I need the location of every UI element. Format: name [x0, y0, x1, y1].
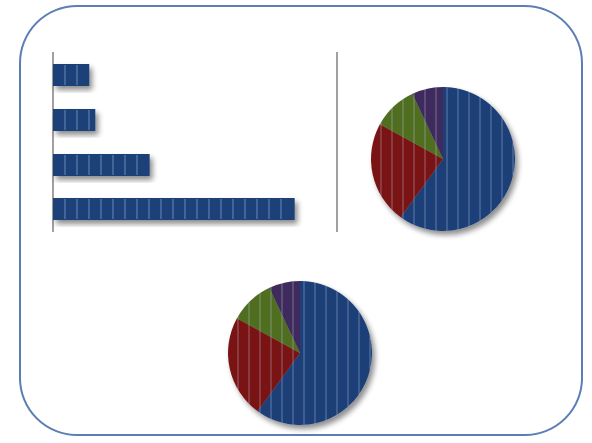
pie-bottom-slice-4: [269, 281, 300, 353]
bar-1: [53, 64, 90, 86]
pie-bottom-slice-2: [228, 318, 300, 412]
bar-chart: [52, 52, 295, 232]
pie-bottom-slice-3: [236, 287, 300, 353]
pie-right-slice-1: [400, 87, 515, 232]
pie-bottom-slice-1: [257, 281, 372, 425]
pie-right-slice-2: [371, 124, 443, 218]
pie-right-slice-4: [412, 87, 443, 159]
pie-chart-right: [371, 87, 515, 232]
pie-chart-bottom: [228, 281, 372, 425]
bar-2: [53, 109, 96, 131]
pie-right-slice-3: [379, 93, 443, 159]
